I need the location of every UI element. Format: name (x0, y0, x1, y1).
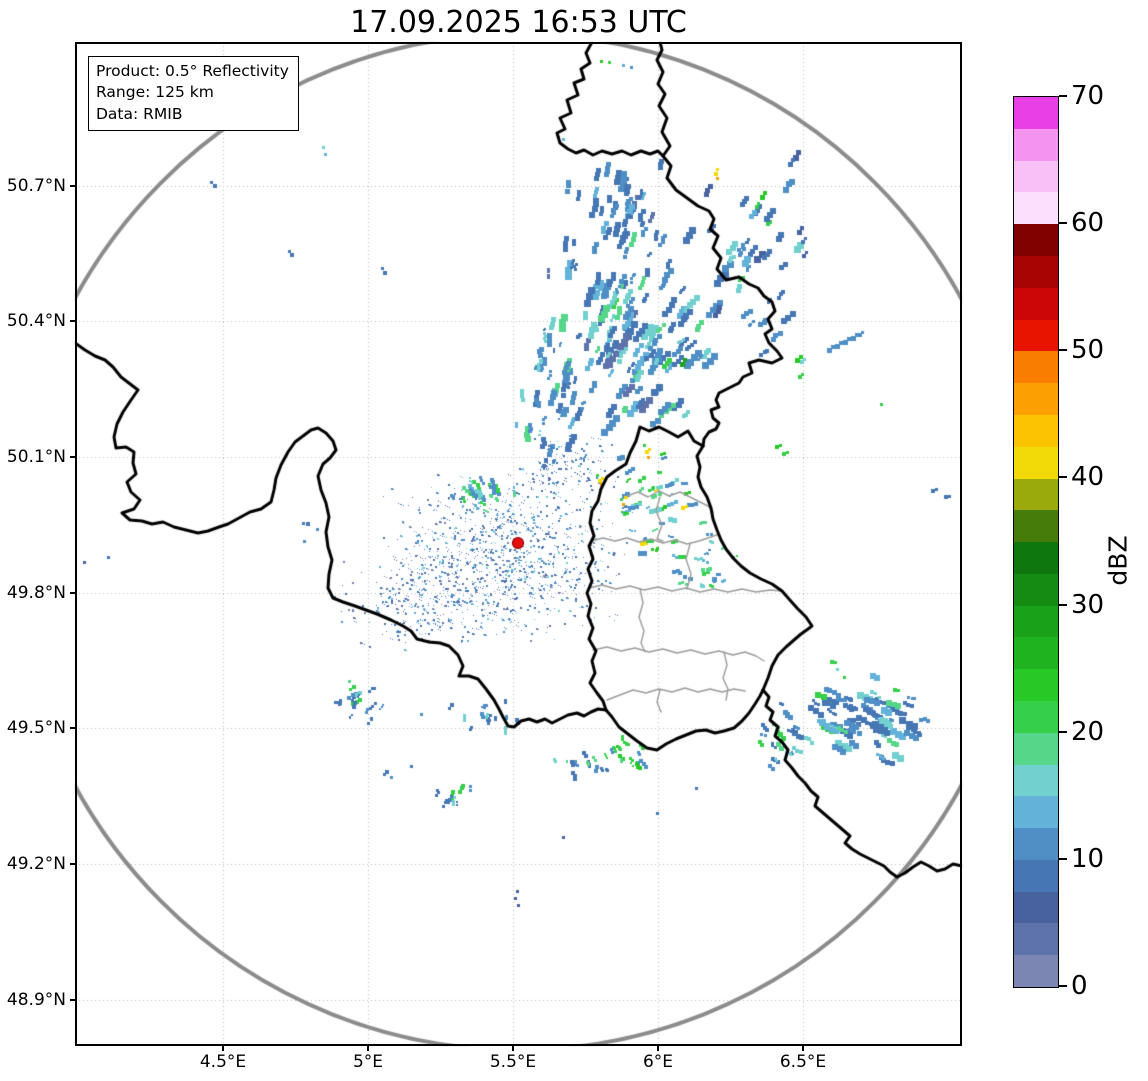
y-tick-mark (70, 320, 75, 322)
colorbar-tick (1059, 985, 1067, 987)
y-tick-mark (70, 863, 75, 865)
colorbar-segment-55dbz (1014, 256, 1058, 288)
y-tick-label: 50.1°N (6, 447, 66, 467)
colorbar-segment-42.5dbz (1014, 414, 1058, 447)
colorbar-segment-2.5dbz (1014, 923, 1058, 956)
colorbar-segment-50dbz (1014, 319, 1058, 352)
colorbar-segment-25dbz (1014, 637, 1058, 670)
colorbar-segment-0dbz (1014, 955, 1058, 987)
y-tick-label: 50.7°N (6, 176, 66, 196)
x-tick-label: 6°E (642, 1052, 674, 1072)
info-line-range: Range: 125 km (96, 83, 214, 102)
colorbar-segment-37.5dbz (1014, 478, 1058, 511)
y-tick-label: 49.2°N (6, 854, 66, 874)
y-tick-label: 50.4°N (6, 311, 66, 331)
info-box: Product: 0.5° Reflectivity Range: 125 km… (88, 56, 299, 132)
x-tick-mark (657, 1046, 659, 1051)
x-tick-label: 6.5°E (779, 1052, 827, 1072)
colorbar-tick (1059, 476, 1067, 479)
colorbar-segment-32.5dbz (1014, 542, 1058, 574)
colorbar-tick (1059, 857, 1067, 860)
y-tick-mark (70, 185, 75, 187)
colorbar-tick (1059, 95, 1067, 97)
colorbar-segment-12.5dbz (1014, 796, 1058, 829)
y-tick-mark (70, 999, 75, 1001)
x-tick-mark (222, 1046, 224, 1051)
y-tick-mark (70, 727, 75, 729)
x-tick-mark (512, 1046, 514, 1051)
colorbar-segment-15dbz (1014, 764, 1058, 797)
x-tick-label: 4.5°E (199, 1052, 247, 1072)
colorbar-segment-20dbz (1014, 700, 1058, 733)
colorbar-tick-label: 40 (1071, 462, 1105, 493)
colorbar-tick (1059, 730, 1067, 733)
y-tick-mark (70, 592, 75, 594)
colorbar-segment-7.5dbz (1014, 859, 1058, 892)
x-tick-mark (367, 1046, 369, 1051)
figure-title: 17.09.2025 16:53 UTC (350, 5, 687, 40)
colorbar-segment-22.5dbz (1014, 669, 1058, 701)
colorbar-tick-label: 60 (1071, 208, 1105, 239)
y-tick-label: 49.5°N (6, 718, 66, 738)
colorbar-segment-52.5dbz (1014, 287, 1058, 320)
colorbar-segment-57.5dbz (1014, 224, 1058, 257)
colorbar-segment-45dbz (1014, 383, 1058, 415)
colorbar-tick (1059, 349, 1067, 352)
x-tick-label: 5°E (352, 1052, 384, 1072)
y-tick-label: 48.9°N (6, 990, 66, 1010)
colorbar (1013, 96, 1059, 988)
colorbar-segment-30dbz (1014, 573, 1058, 606)
info-line-product: Product: 0.5° Reflectivity (96, 62, 289, 80)
y-tick-label: 49.8°N (6, 583, 66, 603)
y-tick-mark (70, 456, 75, 458)
colorbar-segment-5dbz (1014, 891, 1058, 924)
colorbar-tick-label: 10 (1071, 843, 1105, 874)
colorbar-segment-17.5dbz (1014, 732, 1058, 765)
colorbar-tick (1059, 222, 1067, 225)
colorbar-segment-65dbz (1014, 128, 1058, 161)
colorbar-segment-35dbz (1014, 510, 1058, 543)
colorbar-tick-label: 50 (1071, 335, 1105, 366)
info-line-source: Data: RMIB (96, 104, 183, 123)
colorbar-segment-62.5dbz (1014, 160, 1058, 193)
x-tick-label: 5.5°E (489, 1052, 537, 1072)
colorbar-tick-label: 30 (1071, 589, 1105, 620)
colorbar-segment-27.5dbz (1014, 605, 1058, 638)
colorbar-segment-67.5dbz (1014, 97, 1058, 129)
colorbar-tick-label: 70 (1071, 81, 1105, 111)
colorbar-segment-60dbz (1014, 192, 1058, 225)
colorbar-segment-47.5dbz (1014, 351, 1058, 384)
colorbar-tick-label: 20 (1071, 716, 1105, 747)
colorbar-segment-10dbz (1014, 828, 1058, 860)
x-tick-mark (802, 1046, 804, 1051)
colorbar-segment-40dbz (1014, 446, 1058, 479)
colorbar-tick-label: 0 (1071, 971, 1088, 1001)
colorbar-tick (1059, 603, 1067, 606)
